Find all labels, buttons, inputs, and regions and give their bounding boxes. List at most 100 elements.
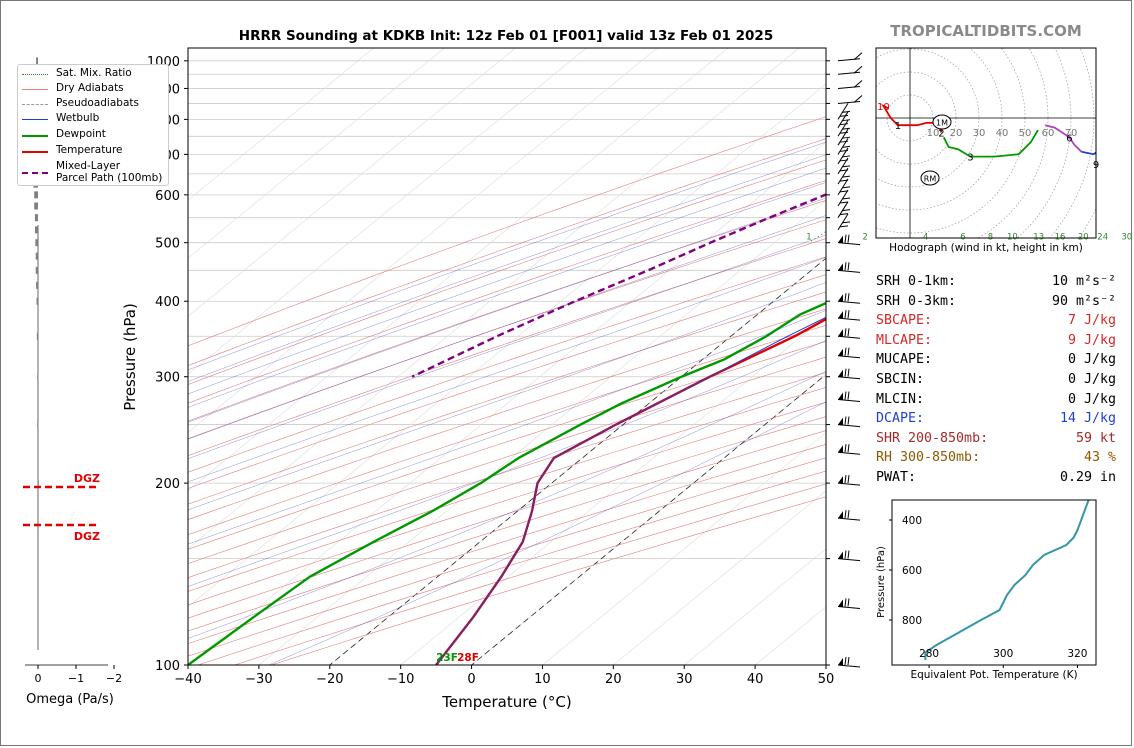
barb-feather xyxy=(844,510,847,519)
barb-feather xyxy=(847,391,850,400)
isotherm xyxy=(188,48,516,317)
barb-pennant xyxy=(838,599,843,607)
mixing-ratio-label: 2 xyxy=(862,233,867,243)
barb-feather xyxy=(841,165,851,168)
barb-pennant xyxy=(838,235,843,243)
theta-e-y-tick-label: 400 xyxy=(902,515,922,527)
wind-barb xyxy=(837,147,851,165)
barb-feather xyxy=(844,475,847,484)
moist-adiabat xyxy=(188,197,826,423)
barb-staff xyxy=(837,100,861,104)
dry-adiabat xyxy=(188,116,826,347)
omega-tick-label: 0 xyxy=(35,672,42,685)
mixing-ratio-line xyxy=(1083,48,1134,243)
barb-feather xyxy=(841,186,851,189)
dry-adiabat xyxy=(188,159,826,385)
barb-staff xyxy=(837,300,861,304)
barb-staff xyxy=(837,71,861,75)
omega-bar xyxy=(35,266,38,274)
barb-staff xyxy=(837,138,849,155)
isotherm xyxy=(613,490,826,665)
wind-barb xyxy=(837,444,861,455)
barb-feather xyxy=(839,114,849,117)
barb-staff xyxy=(837,178,849,196)
hodograph-frame xyxy=(875,47,1097,239)
x-tick-label: −20 xyxy=(316,672,343,687)
legend-swatch xyxy=(22,74,48,75)
dry-adiabat xyxy=(188,238,826,456)
wind-barb xyxy=(837,416,861,428)
wind-barb xyxy=(837,234,861,246)
isotherm xyxy=(188,48,800,550)
storm-motion-1m-marker: 1M xyxy=(932,114,952,130)
x-tick-label: 50 xyxy=(818,672,835,687)
hodograph-ring-label: 40 xyxy=(996,128,1009,139)
barb-staff xyxy=(837,201,849,218)
moist-adiabat xyxy=(188,215,826,440)
barb-staff xyxy=(837,335,861,339)
isotherm xyxy=(188,48,374,201)
mixing-ratio-line xyxy=(808,231,826,243)
barb-feather xyxy=(839,201,849,204)
barb-feather xyxy=(847,293,850,302)
barb-feather xyxy=(847,262,850,271)
wind-barb xyxy=(837,347,861,359)
barb-feather xyxy=(847,475,850,484)
stat-row: MLCAPE: 9 J/kg xyxy=(876,332,1116,348)
omega-bar xyxy=(37,479,39,487)
legend-swatch xyxy=(22,172,48,174)
x-tick-label: 40 xyxy=(747,672,764,687)
dry-adiabat xyxy=(188,401,826,606)
hodograph-segment xyxy=(942,129,1039,158)
barb-feather xyxy=(841,175,851,178)
mixing-ratio-line xyxy=(1127,48,1134,243)
wind-barb xyxy=(837,656,861,668)
barb-feather xyxy=(844,416,847,425)
svg-text:RM: RM xyxy=(924,175,937,184)
theta-e-y-label: Pressure (hPa) xyxy=(876,546,887,618)
omega-bar xyxy=(36,297,38,305)
barb-staff xyxy=(837,85,861,89)
isotherm xyxy=(542,432,826,665)
barb-feather xyxy=(844,444,847,453)
barb-feather xyxy=(844,262,847,271)
barb-feather xyxy=(839,213,849,216)
hodograph-ring-label: 70 xyxy=(1065,128,1078,139)
barb-staff xyxy=(837,242,861,246)
legend-swatch xyxy=(22,151,48,153)
omega-bar xyxy=(34,214,38,222)
dry-adiabat xyxy=(188,180,826,404)
barb-staff xyxy=(837,451,861,455)
y-tick-label: 300 xyxy=(155,371,180,386)
barb-staff xyxy=(837,424,861,428)
mixing-ratio-label: 24 xyxy=(1097,233,1108,243)
wind-barb xyxy=(837,213,851,231)
hodograph-segment xyxy=(1044,124,1083,153)
barb-staff xyxy=(837,517,861,521)
omega-bar xyxy=(34,226,38,234)
wind-barb xyxy=(837,80,863,89)
x-tick-label: −40 xyxy=(174,672,201,687)
stat-row: SBCIN: 0 J/kg xyxy=(876,371,1116,387)
theta-e-x-tick-label: 280 xyxy=(919,648,939,660)
omega-bar xyxy=(36,332,39,340)
mixing-ratio-label: 1 xyxy=(806,233,811,243)
hodograph-ring-labels: 10 20 30 40 50 60 70 xyxy=(927,128,1078,139)
stat-row: RH 300-850mb: 43 % xyxy=(876,450,1116,466)
theta-e-x-label: Equivalent Pot. Temperature (K) xyxy=(910,669,1077,681)
dry-adiabat xyxy=(188,138,826,366)
theta-e-line xyxy=(924,499,1090,660)
barb-staff xyxy=(837,167,849,185)
dry-adiabat xyxy=(188,291,826,505)
x-tick-label: 10 xyxy=(534,672,551,687)
surface-temperature-label: 28F xyxy=(457,652,479,664)
barb-feather xyxy=(839,190,849,193)
barb-pennant xyxy=(838,294,843,302)
barb-feather xyxy=(844,391,847,400)
moist-adiabat xyxy=(188,167,826,395)
omega-bar xyxy=(36,57,38,65)
series-mixed-layer-parcel-path-100mb xyxy=(411,193,826,378)
storm-motion-rm-marker: RM xyxy=(920,170,940,186)
barb-feather xyxy=(844,310,847,319)
omega-bar xyxy=(37,421,39,429)
